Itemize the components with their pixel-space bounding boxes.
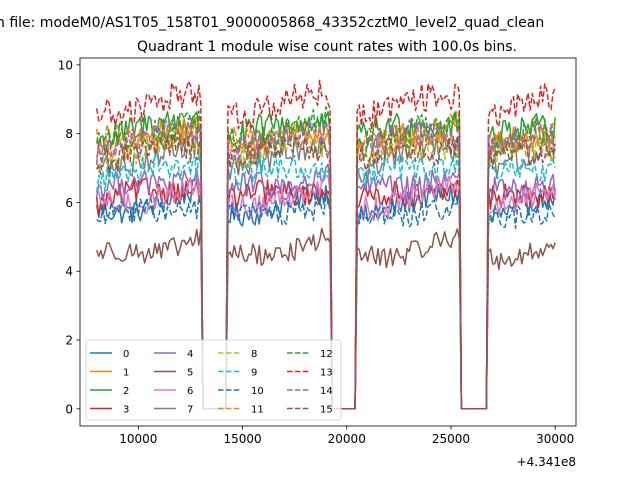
x-tick-label: 20000: [328, 432, 366, 446]
x-axis: 10000 15000 20000 25000 30000: [119, 426, 574, 446]
legend-label-2: 2: [123, 386, 129, 397]
legend-label-5: 5: [187, 368, 193, 379]
x-axis-offset-label: +4.341e8: [517, 455, 576, 469]
legend-label-4: 4: [187, 349, 193, 360]
y-tick-label: 2: [65, 334, 73, 348]
y-axis: 0 2 4 6 8 10: [58, 58, 80, 416]
legend-label-10: 10: [251, 386, 264, 397]
x-tick-label: 25000: [432, 432, 470, 446]
y-tick-label: 4: [65, 265, 73, 279]
legend-label-6: 6: [187, 386, 193, 397]
figure-suptitle: n file: modeM0/AS1T05_158T01_9000005868_…: [0, 15, 544, 31]
legend-label-11: 11: [251, 405, 264, 416]
legend-label-9: 9: [251, 368, 257, 379]
legend-label-8: 8: [251, 349, 257, 360]
legend-label-1: 1: [123, 368, 129, 379]
y-tick-label: 8: [65, 127, 73, 141]
legend-label-13: 13: [320, 368, 333, 379]
series-lines: [95, 79, 556, 410]
x-tick-label: 10000: [119, 432, 157, 446]
legend-box: [85, 339, 342, 421]
legend-label-15: 15: [320, 405, 333, 416]
legend-label-12: 12: [320, 349, 333, 360]
y-tick-label: 6: [65, 196, 73, 210]
legend-label-7: 7: [187, 405, 193, 416]
series-line-15: [96, 133, 556, 410]
chart-title: Quadrant 1 module wise count rates with …: [137, 39, 517, 55]
legend-label-14: 14: [320, 386, 333, 397]
legend-label-3: 3: [123, 405, 129, 416]
legend-label-0: 0: [123, 349, 129, 360]
y-tick-label: 10: [58, 58, 73, 72]
y-tick-label: 0: [65, 402, 73, 416]
plot-frame: [79, 57, 577, 427]
x-tick-label: 30000: [536, 432, 574, 446]
x-tick-label: 15000: [223, 432, 261, 446]
